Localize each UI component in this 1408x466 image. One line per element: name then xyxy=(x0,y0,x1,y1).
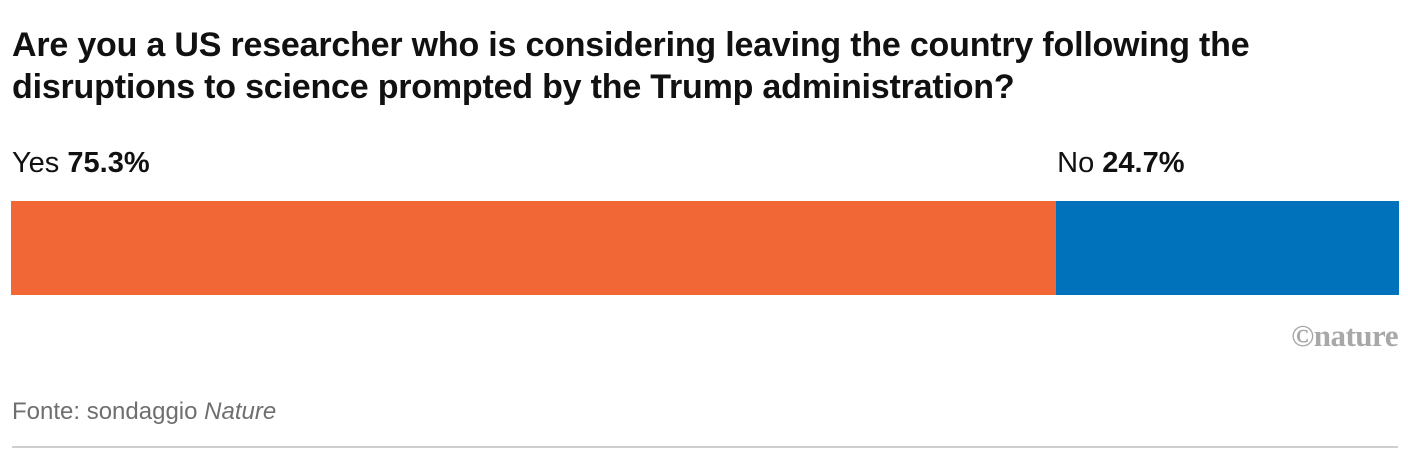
stacked-bar xyxy=(11,201,1399,295)
category-name: No xyxy=(1057,147,1103,179)
nature-logo: ©nature xyxy=(1291,318,1398,353)
chart-title: Are you a US researcher who is consideri… xyxy=(12,26,1250,106)
source-publication: Nature xyxy=(204,398,277,425)
category-value: 24.7% xyxy=(1102,147,1185,179)
category-value: 75.3% xyxy=(67,147,150,179)
category-label-no: No 24.7% xyxy=(1057,146,1184,180)
category-label-yes: Yes 75.3% xyxy=(12,146,150,180)
bottom-divider xyxy=(12,446,1398,448)
source-note: Fonte: sondaggio Nature xyxy=(12,398,276,426)
source-prefix: Fonte: sondaggio xyxy=(12,398,205,425)
category-name: Yes xyxy=(12,147,68,179)
bar-segment-no xyxy=(1056,201,1399,295)
bar-segment-yes xyxy=(11,201,1057,295)
